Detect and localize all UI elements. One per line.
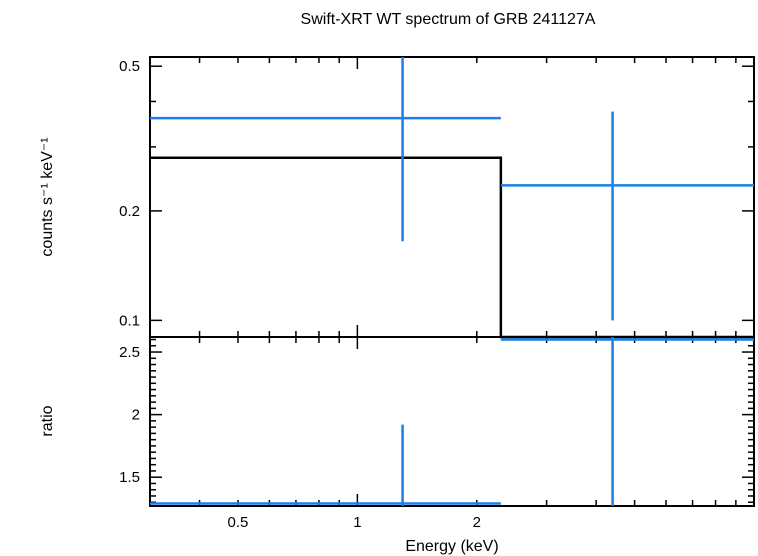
- y-axis-label-ratio: ratio: [39, 405, 56, 436]
- data-points: [150, 57, 754, 321]
- x-axis-label: Energy (keV): [405, 538, 498, 555]
- ratio-y-tick-label: 2.5: [119, 344, 140, 361]
- x-tick-label: 0.5: [228, 514, 249, 531]
- ratio-y-tick-label: 1.5: [119, 469, 140, 486]
- chart-title: Swift-XRT WT spectrum of GRB 241127A: [301, 11, 596, 28]
- spectrum-y-tick-label: 0.1: [119, 312, 140, 329]
- spectrum-y-tick-label: 0.5: [119, 58, 140, 75]
- spectrum-tick-labels: 0.1 0.2 0.5: [119, 58, 140, 329]
- ratio-tick-labels: 1.5 2 2.5: [119, 344, 140, 486]
- spectrum-frame: [149, 56, 755, 338]
- spectrum-y-tick-label: 0.2: [119, 203, 140, 220]
- ratio-y-tick-label: 2: [132, 407, 140, 424]
- ratio-points: [150, 337, 754, 506]
- ratio-panel: 1.5 2 2.5 ratio: [39, 336, 755, 507]
- x-tick-label: 2: [473, 514, 481, 531]
- x-tick-label: 1: [353, 514, 361, 531]
- spectrum-ticks: [149, 57, 755, 338]
- spectrum-panel: 0.1 0.2 0.5 counts s⁻¹ keV⁻¹: [39, 56, 755, 339]
- ratio-frame: [149, 336, 755, 507]
- x-tick-labels: 0.5 1 2: [228, 514, 481, 531]
- y-axis-label-spectrum: counts s⁻¹ keV⁻¹: [39, 137, 56, 256]
- ratio-ticks: [149, 337, 755, 506]
